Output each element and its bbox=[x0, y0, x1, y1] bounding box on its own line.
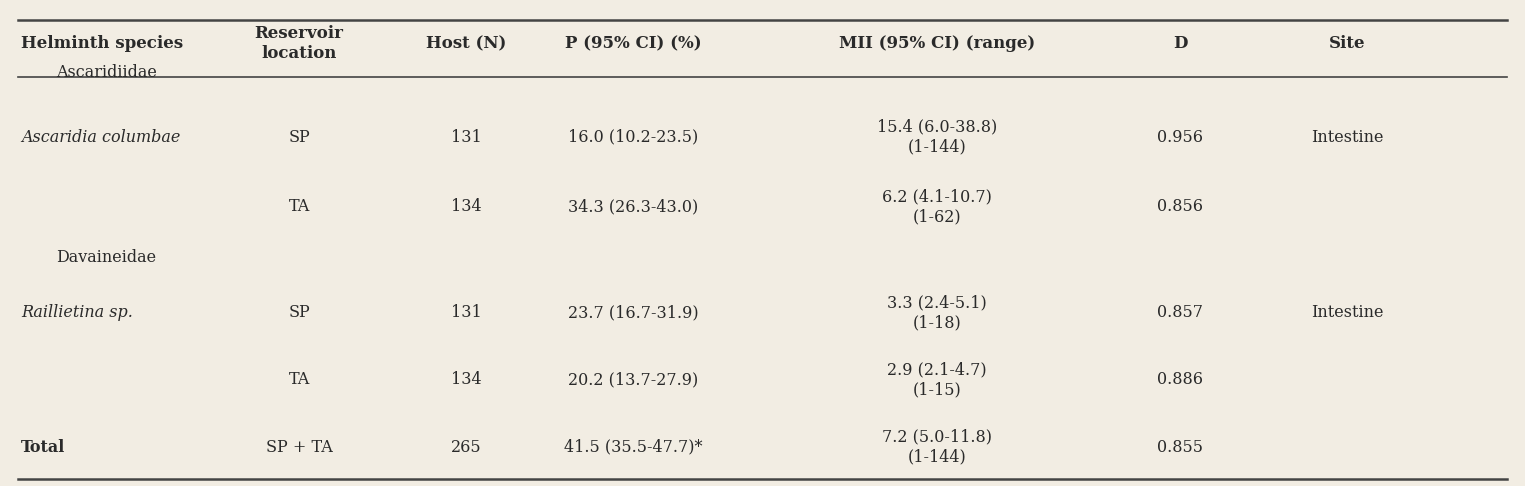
Text: Helminth species: Helminth species bbox=[21, 35, 183, 52]
Text: 0.855: 0.855 bbox=[1157, 439, 1203, 456]
Text: SP: SP bbox=[288, 304, 310, 321]
Text: 2.9 (2.1-4.7): 2.9 (2.1-4.7) bbox=[888, 362, 987, 379]
Text: Intestine: Intestine bbox=[1312, 304, 1383, 321]
Text: SP: SP bbox=[288, 129, 310, 146]
Text: 16.0 (10.2-23.5): 16.0 (10.2-23.5) bbox=[569, 129, 698, 146]
Text: 6.2 (4.1-10.7): 6.2 (4.1-10.7) bbox=[883, 189, 993, 206]
Text: 34.3 (26.3-43.0): 34.3 (26.3-43.0) bbox=[569, 198, 698, 215]
Text: 3.3 (2.4-5.1): 3.3 (2.4-5.1) bbox=[888, 294, 987, 311]
Text: 0.856: 0.856 bbox=[1157, 198, 1203, 215]
Text: 265: 265 bbox=[451, 439, 482, 456]
Text: (1-144): (1-144) bbox=[907, 449, 967, 466]
Text: SP + TA: SP + TA bbox=[265, 439, 332, 456]
Text: 20.2 (13.7-27.9): 20.2 (13.7-27.9) bbox=[569, 371, 698, 388]
Text: Intestine: Intestine bbox=[1312, 129, 1383, 146]
Text: 15.4 (6.0-38.8): 15.4 (6.0-38.8) bbox=[877, 119, 997, 136]
Text: 0.857: 0.857 bbox=[1157, 304, 1203, 321]
Text: Host (N): Host (N) bbox=[425, 35, 506, 52]
Text: 131: 131 bbox=[451, 129, 482, 146]
Text: Ascaridiidae: Ascaridiidae bbox=[56, 64, 157, 81]
Text: 7.2 (5.0-11.8): 7.2 (5.0-11.8) bbox=[883, 429, 993, 446]
Text: TA: TA bbox=[288, 198, 310, 215]
Text: Raillietina sp.: Raillietina sp. bbox=[21, 304, 133, 321]
Text: Davaineidae: Davaineidae bbox=[56, 249, 156, 266]
Text: (1-15): (1-15) bbox=[913, 382, 962, 399]
Text: 0.886: 0.886 bbox=[1157, 371, 1203, 388]
Text: D: D bbox=[1173, 35, 1188, 52]
Text: (1-62): (1-62) bbox=[913, 208, 962, 226]
Text: 41.5 (35.5-47.7)*: 41.5 (35.5-47.7)* bbox=[564, 439, 703, 456]
Text: (1-144): (1-144) bbox=[907, 139, 967, 156]
Text: 131: 131 bbox=[451, 304, 482, 321]
Text: 134: 134 bbox=[451, 198, 482, 215]
Text: MII (95% CI) (range): MII (95% CI) (range) bbox=[839, 35, 1035, 52]
Text: Reservoir
location: Reservoir location bbox=[255, 25, 343, 62]
Text: Total: Total bbox=[21, 439, 66, 456]
Text: 134: 134 bbox=[451, 371, 482, 388]
Text: 0.956: 0.956 bbox=[1157, 129, 1203, 146]
Text: 23.7 (16.7-31.9): 23.7 (16.7-31.9) bbox=[567, 304, 698, 321]
Text: P (95% CI) (%): P (95% CI) (%) bbox=[566, 35, 702, 52]
Text: Site: Site bbox=[1330, 35, 1366, 52]
Text: (1-18): (1-18) bbox=[913, 314, 962, 331]
Text: Ascaridia columbae: Ascaridia columbae bbox=[21, 129, 180, 146]
Text: TA: TA bbox=[288, 371, 310, 388]
